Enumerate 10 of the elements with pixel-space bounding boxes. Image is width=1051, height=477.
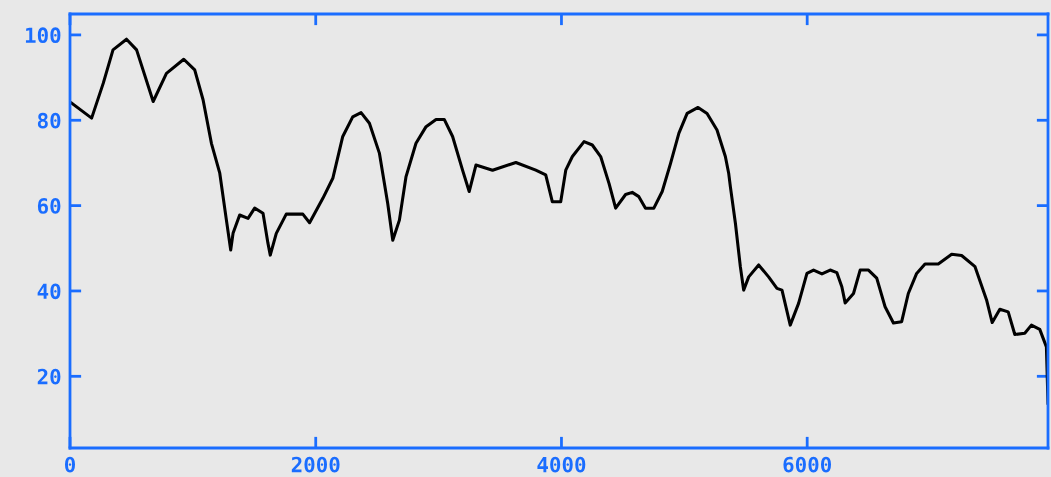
x-tick-label: 4000 (537, 456, 586, 473)
y-tick-label: 80 (37, 112, 61, 129)
x-tick-label: 2000 (291, 456, 340, 473)
y-tick-label: 40 (37, 283, 61, 300)
x-tick-label: 6000 (783, 456, 832, 473)
y-tick-label: 100 (25, 27, 61, 44)
x-tick-label: 0 (64, 456, 76, 473)
y-tick-label: 20 (37, 368, 61, 385)
line-series (70, 37, 1048, 405)
y-tick-label: 60 (37, 198, 61, 214)
